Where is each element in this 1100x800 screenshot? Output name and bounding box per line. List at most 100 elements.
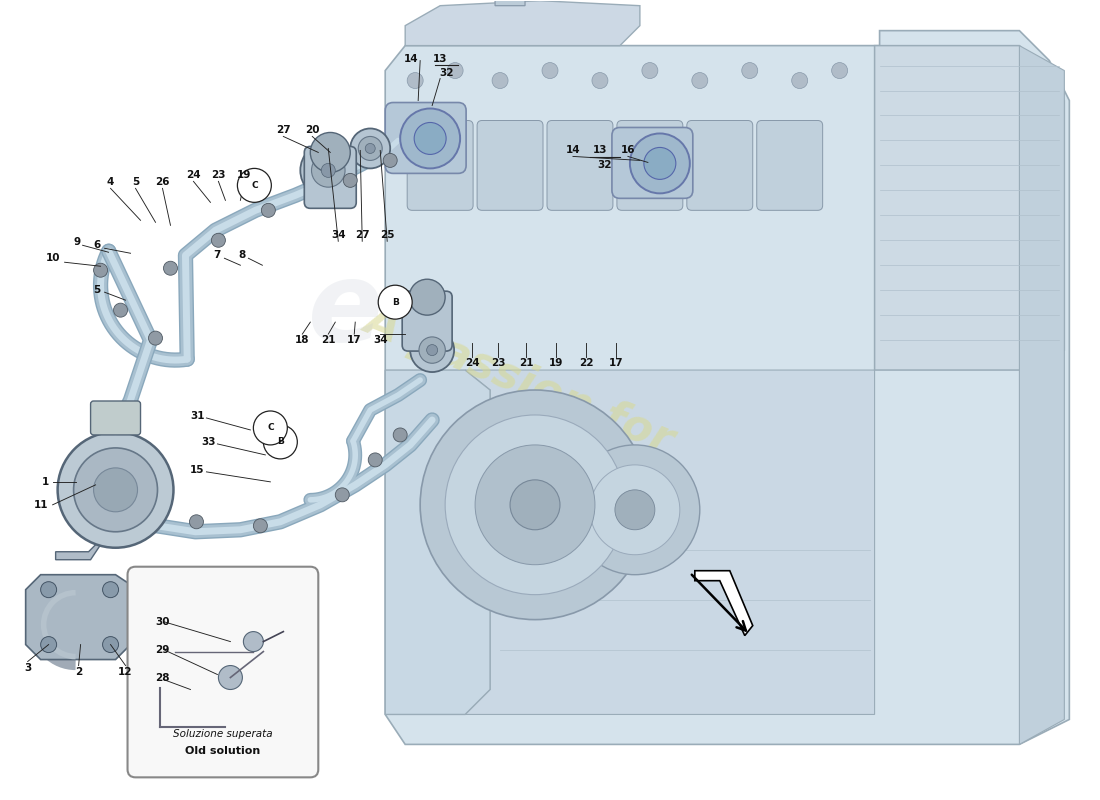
Text: 17: 17	[608, 358, 624, 368]
Polygon shape	[385, 30, 1069, 745]
Circle shape	[343, 174, 358, 187]
Text: 13: 13	[433, 54, 448, 63]
Text: 12: 12	[119, 666, 133, 677]
Circle shape	[642, 62, 658, 78]
Polygon shape	[495, 0, 525, 6]
Circle shape	[311, 154, 345, 187]
Text: 29: 29	[155, 645, 169, 654]
Text: C: C	[251, 181, 257, 190]
Text: B: B	[392, 298, 398, 306]
Circle shape	[447, 62, 463, 78]
FancyBboxPatch shape	[407, 121, 473, 210]
Text: 33: 33	[201, 437, 216, 447]
Text: 9: 9	[74, 238, 80, 247]
Circle shape	[410, 328, 454, 372]
Circle shape	[832, 62, 848, 78]
Text: 32: 32	[439, 67, 453, 78]
Text: 10: 10	[46, 254, 60, 263]
Text: 11: 11	[34, 500, 48, 510]
Circle shape	[741, 62, 758, 78]
Circle shape	[300, 142, 356, 198]
Circle shape	[41, 582, 56, 598]
Text: 14: 14	[404, 54, 418, 63]
Circle shape	[393, 428, 407, 442]
Circle shape	[692, 73, 707, 89]
FancyBboxPatch shape	[305, 146, 356, 208]
Text: A passion for: A passion for	[359, 298, 681, 462]
Text: 23: 23	[211, 170, 226, 180]
Text: 4: 4	[107, 178, 114, 187]
Circle shape	[378, 285, 412, 319]
Polygon shape	[1020, 46, 1065, 745]
Circle shape	[94, 263, 108, 278]
Text: 5: 5	[132, 178, 139, 187]
Circle shape	[644, 147, 675, 179]
Text: 22: 22	[579, 358, 593, 368]
Text: Soluzione superata: Soluzione superata	[173, 730, 273, 739]
Text: 19: 19	[238, 170, 252, 180]
Text: C: C	[267, 423, 274, 433]
Polygon shape	[874, 46, 1065, 370]
Circle shape	[102, 582, 119, 598]
Circle shape	[253, 411, 287, 445]
Circle shape	[630, 134, 690, 194]
Circle shape	[41, 637, 56, 653]
Circle shape	[615, 490, 654, 530]
Text: 18: 18	[295, 335, 309, 345]
Text: 27: 27	[355, 230, 370, 240]
Circle shape	[243, 631, 263, 651]
Text: 2: 2	[75, 666, 82, 677]
Circle shape	[590, 465, 680, 554]
FancyBboxPatch shape	[617, 121, 683, 210]
Circle shape	[238, 169, 272, 202]
Circle shape	[409, 279, 446, 315]
Text: e: e	[308, 257, 383, 364]
Text: 20: 20	[305, 126, 320, 135]
Text: 13: 13	[593, 146, 607, 155]
FancyBboxPatch shape	[477, 121, 543, 210]
Circle shape	[475, 445, 595, 565]
Text: 1: 1	[42, 477, 48, 487]
Text: 23: 23	[491, 358, 505, 368]
Circle shape	[407, 73, 424, 89]
Text: 32: 32	[597, 161, 613, 170]
Polygon shape	[385, 370, 491, 714]
Text: 27: 27	[276, 126, 290, 135]
Text: 21: 21	[519, 358, 534, 368]
Circle shape	[383, 154, 397, 167]
Circle shape	[400, 109, 460, 169]
Text: 17: 17	[346, 335, 362, 345]
Circle shape	[510, 480, 560, 530]
Text: 34: 34	[373, 335, 387, 345]
Circle shape	[570, 445, 700, 574]
Text: 14: 14	[565, 146, 581, 155]
FancyBboxPatch shape	[90, 401, 141, 435]
Polygon shape	[405, 1, 640, 46]
Circle shape	[492, 73, 508, 89]
Circle shape	[148, 331, 163, 345]
Circle shape	[427, 345, 438, 355]
Circle shape	[263, 425, 297, 459]
Circle shape	[74, 448, 157, 532]
Circle shape	[336, 488, 350, 502]
Polygon shape	[465, 370, 874, 714]
Circle shape	[189, 515, 204, 529]
Circle shape	[420, 390, 650, 620]
Text: 5: 5	[94, 285, 100, 295]
Circle shape	[415, 122, 447, 154]
Circle shape	[368, 453, 382, 467]
Polygon shape	[25, 574, 131, 659]
Text: 24: 24	[465, 358, 480, 368]
FancyBboxPatch shape	[757, 121, 823, 210]
Circle shape	[262, 203, 275, 218]
Text: 15: 15	[190, 465, 205, 475]
Circle shape	[310, 133, 350, 172]
Circle shape	[211, 234, 226, 247]
Circle shape	[419, 337, 446, 363]
Circle shape	[321, 163, 336, 178]
Text: 30: 30	[155, 617, 170, 626]
FancyBboxPatch shape	[612, 127, 693, 198]
Text: B: B	[277, 438, 284, 446]
Text: 6: 6	[94, 240, 100, 250]
Circle shape	[164, 262, 177, 275]
